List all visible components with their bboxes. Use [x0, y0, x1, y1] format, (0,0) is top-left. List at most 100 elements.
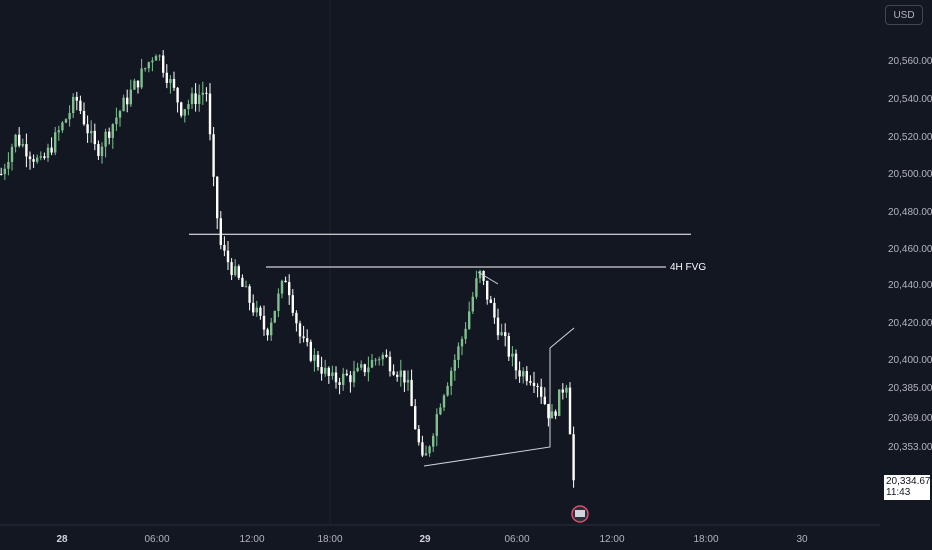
candle-body: [385, 354, 388, 357]
candle-body: [169, 78, 172, 83]
candle-body: [432, 435, 435, 447]
currency-button[interactable]: USD: [885, 5, 923, 25]
pattern-line-lower: [423, 327, 575, 467]
candle-body: [14, 134, 17, 147]
candle-body: [234, 266, 237, 275]
candle-body: [525, 371, 528, 382]
candle-body: [284, 280, 287, 283]
candle-body: [10, 146, 14, 162]
candle-body: [259, 307, 262, 316]
candle-body: [176, 87, 179, 103]
candle-body: [475, 278, 478, 297]
price-tick-label: 20,500.00: [888, 169, 932, 180]
candle-body: [518, 370, 521, 377]
candle-body: [565, 387, 568, 393]
candle-body: [406, 379, 410, 383]
candle-body: [554, 411, 557, 416]
candles: [0, 50, 575, 488]
candle-body: [241, 277, 244, 287]
candle-body: [421, 442, 424, 456]
candle-body: [457, 346, 460, 360]
candle-body: [126, 97, 129, 105]
candle-body: [7, 161, 10, 169]
candle-body: [561, 389, 564, 393]
time-tick-label: 12:00: [239, 534, 264, 545]
candle-body: [298, 323, 302, 337]
candle-body: [18, 134, 21, 146]
time-axis[interactable]: 28 06:00 12:00 18:00 29 06:00 12:00 18:00 30: [56, 534, 808, 545]
candle-body: [270, 322, 273, 336]
candle-body: [468, 311, 471, 329]
candle-body: [414, 406, 417, 430]
candle-body: [61, 122, 64, 131]
candle-body: [277, 293, 280, 311]
candle-body: [507, 336, 510, 357]
time-tick-label: 12:00: [599, 534, 624, 545]
price-tick-label: 20,385.00: [888, 383, 932, 394]
price-tick-label: 20,400.00: [888, 355, 932, 366]
price-tick-label: 20,560.00: [888, 56, 932, 67]
price-tick-label: 20,540.00: [888, 94, 932, 105]
candle-body: [64, 119, 68, 123]
candle-body: [313, 354, 316, 361]
candle-body: [244, 286, 248, 288]
candle-body: [478, 270, 482, 279]
candle-body: [144, 68, 147, 70]
candle-body: [360, 364, 363, 368]
candle-body: [248, 286, 251, 303]
candle-body: [532, 382, 536, 386]
candle-body: [417, 429, 420, 443]
candle-body: [558, 389, 561, 416]
candle-body: [352, 371, 356, 383]
candle-body: [151, 60, 154, 63]
candle-body: [547, 404, 550, 419]
candle-body: [172, 78, 176, 88]
candle-body: [273, 310, 276, 323]
candle-body: [104, 131, 107, 147]
candle-body: [108, 131, 111, 138]
candle-body: [190, 93, 194, 105]
candle-body: [75, 96, 78, 101]
price-tick-label: 20,440.00: [888, 280, 932, 291]
candle-body: [381, 354, 384, 360]
candle-body: [212, 134, 215, 177]
candle-body: [129, 89, 132, 105]
candle-body: [115, 117, 118, 125]
candle-body: [363, 364, 366, 373]
candle-body: [21, 144, 24, 146]
candle-body: [223, 244, 226, 251]
candle-body: [302, 336, 305, 339]
candle-body: [255, 307, 258, 313]
economic-event-icon: [571, 505, 589, 523]
candle-body: [403, 370, 406, 383]
candle-body: [288, 282, 291, 296]
candle-body: [82, 111, 86, 125]
candle-body: [136, 80, 140, 88]
candle-body: [68, 113, 71, 120]
candle-body: [370, 360, 374, 368]
candle-body: [572, 434, 575, 481]
candle-body: [511, 353, 514, 357]
drawings: 4H FVG: [189, 233, 706, 523]
candle-body: [32, 159, 35, 162]
candle-body: [334, 372, 338, 383]
candle-body: [324, 367, 327, 374]
price-axis[interactable]: 20,560.00 20,540.00 20,520.00 20,500.00 20,4…: [888, 56, 932, 453]
candle-body: [79, 100, 82, 112]
candle-body: [194, 93, 197, 105]
candle-body: [306, 338, 309, 342]
candle-body: [396, 374, 399, 377]
candle-body: [111, 124, 114, 138]
candle-body: [154, 56, 158, 61]
fvg-label: 4H FVG: [670, 262, 706, 273]
candle-body: [356, 367, 359, 372]
candle-body: [453, 359, 456, 371]
price-tick-label: 20,369.00: [888, 413, 932, 424]
candle-body: [183, 109, 186, 116]
candle-body: [3, 168, 6, 175]
candle-body: [309, 341, 312, 361]
candle-body: [504, 332, 507, 337]
candle-body: [388, 356, 392, 372]
candle-body: [280, 280, 284, 294]
